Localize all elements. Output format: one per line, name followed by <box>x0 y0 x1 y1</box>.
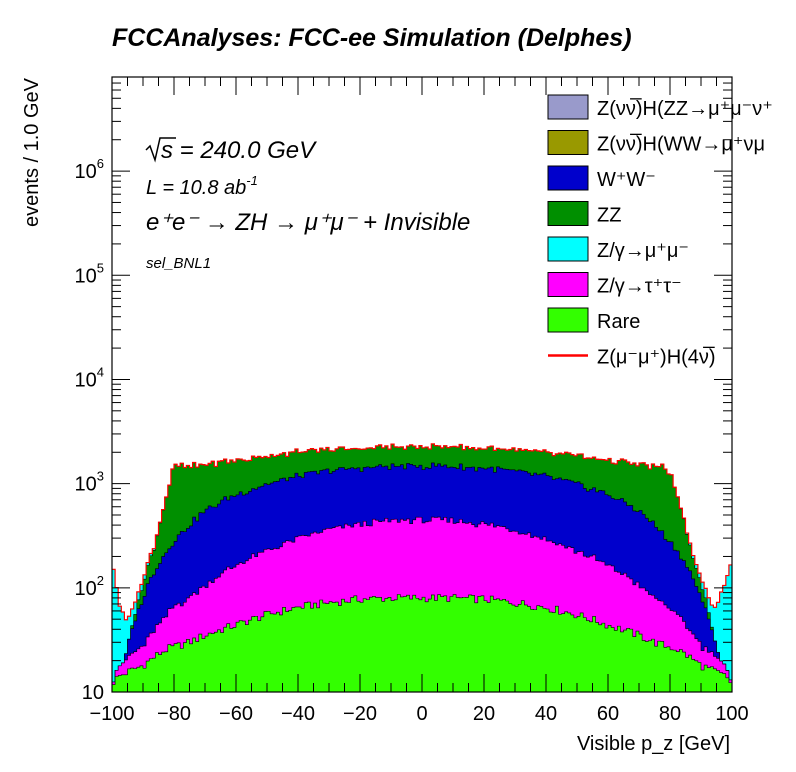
legend-label: Rare <box>597 311 640 333</box>
x-tick-label: −80 <box>157 703 191 725</box>
legend-item: ZZ <box>547 201 621 227</box>
annotation-block: s = 240.0 GeV L = 10.8 ab-1 e⁺e⁻ → ZH → … <box>145 137 470 272</box>
x-tick-label: −20 <box>343 703 377 725</box>
x-tick-label: 100 <box>715 703 748 725</box>
legend-item: Z/γ→μ⁺μ⁻ <box>547 236 689 262</box>
sqrt-s-annotation: s = 240.0 GeV <box>145 137 317 164</box>
y-axis-label: events / 1.0 GeV <box>21 77 43 227</box>
legend-swatch <box>547 165 589 191</box>
x-tick-label: −60 <box>219 703 253 725</box>
legend-item: Z/γ→τ⁺τ⁻ <box>547 272 682 298</box>
legend-swatch <box>547 201 589 226</box>
legend-label: Z/γ→μ⁺μ⁻ <box>597 240 689 262</box>
legend-swatch <box>547 94 589 120</box>
legend-item: Rare <box>547 307 640 333</box>
y-tick-label: 10 <box>82 682 104 704</box>
x-tick-label: −100 <box>89 703 134 725</box>
total-outline <box>112 443 732 621</box>
chart-title: FCCAnalyses: FCC-ee Simulation (Delphes) <box>112 24 632 52</box>
legend-swatch <box>547 307 589 333</box>
legend-label: W⁺W⁻ <box>597 169 656 191</box>
sqrt-s-text: s = 240.0 GeV <box>161 137 317 164</box>
x-tick-label: 60 <box>597 703 619 725</box>
lumi-annotation: L = 10.8 ab-1 <box>146 173 258 199</box>
legend-swatch <box>547 236 589 262</box>
legend-item: Z(νν̅)H(ZZ→μ⁺μ⁻ν⁺ <box>547 94 773 120</box>
legend-label: Z(μ⁻μ⁺)H(4ν̅) <box>597 346 716 369</box>
y-tick-label: 105 <box>75 260 104 287</box>
legend-label: Z(νν̅)H(ZZ→μ⁺μ⁻ν⁺ <box>597 97 773 120</box>
legend-swatch <box>547 130 589 155</box>
legend-label: ZZ <box>597 205 621 227</box>
x-tick-label: −40 <box>281 703 315 725</box>
legend-swatch <box>547 272 589 297</box>
legend-label: Z(νν̅)H(WW→μ⁺νμ <box>597 133 765 156</box>
legend-item: W⁺W⁻ <box>547 165 656 191</box>
sqrt-symbol-icon <box>145 137 176 163</box>
total-line <box>112 443 732 621</box>
x-tick-label: 0 <box>416 703 427 725</box>
process-annotation: e⁺e⁻ → ZH → μ⁺μ⁻ + Invisible <box>146 209 470 236</box>
stack-layer <box>111 594 733 693</box>
legend-item: Z(νν̅)H(WW→μ⁺νμ <box>547 130 765 156</box>
legend-label: Z/γ→τ⁺τ⁻ <box>597 276 682 298</box>
stack-layers <box>111 443 733 693</box>
y-tick-label: 103 <box>75 469 104 496</box>
legend: Z(νν̅)H(ZZ→μ⁺μ⁻ν⁺ Z(νν̅)H(WW→μ⁺νμ W⁺W⁻ ZZ Z/… <box>547 94 773 369</box>
lumi-text: L = 10.8 ab <box>146 177 246 199</box>
y-tick-label: 106 <box>75 156 104 183</box>
y-tick-label: 102 <box>75 573 104 600</box>
legend-item: Z(μ⁻μ⁺)H(4ν̅) <box>548 346 716 369</box>
y-ticks: 10 102 103 104 105 106 <box>75 76 732 704</box>
x-tick-label: 20 <box>473 703 495 725</box>
lumi-exponent: -1 <box>246 173 258 188</box>
x-tick-label: 40 <box>535 703 557 725</box>
x-tick-label: 80 <box>659 703 681 725</box>
x-ticks: −100 −80 −60 −40 −20 0 20 40 60 80 100 <box>89 77 749 725</box>
y-tick-label: 104 <box>75 364 104 391</box>
x-axis-label: Visible p_z [GeV] <box>577 733 730 755</box>
selection-annotation: sel_BNL1 <box>146 255 211 272</box>
